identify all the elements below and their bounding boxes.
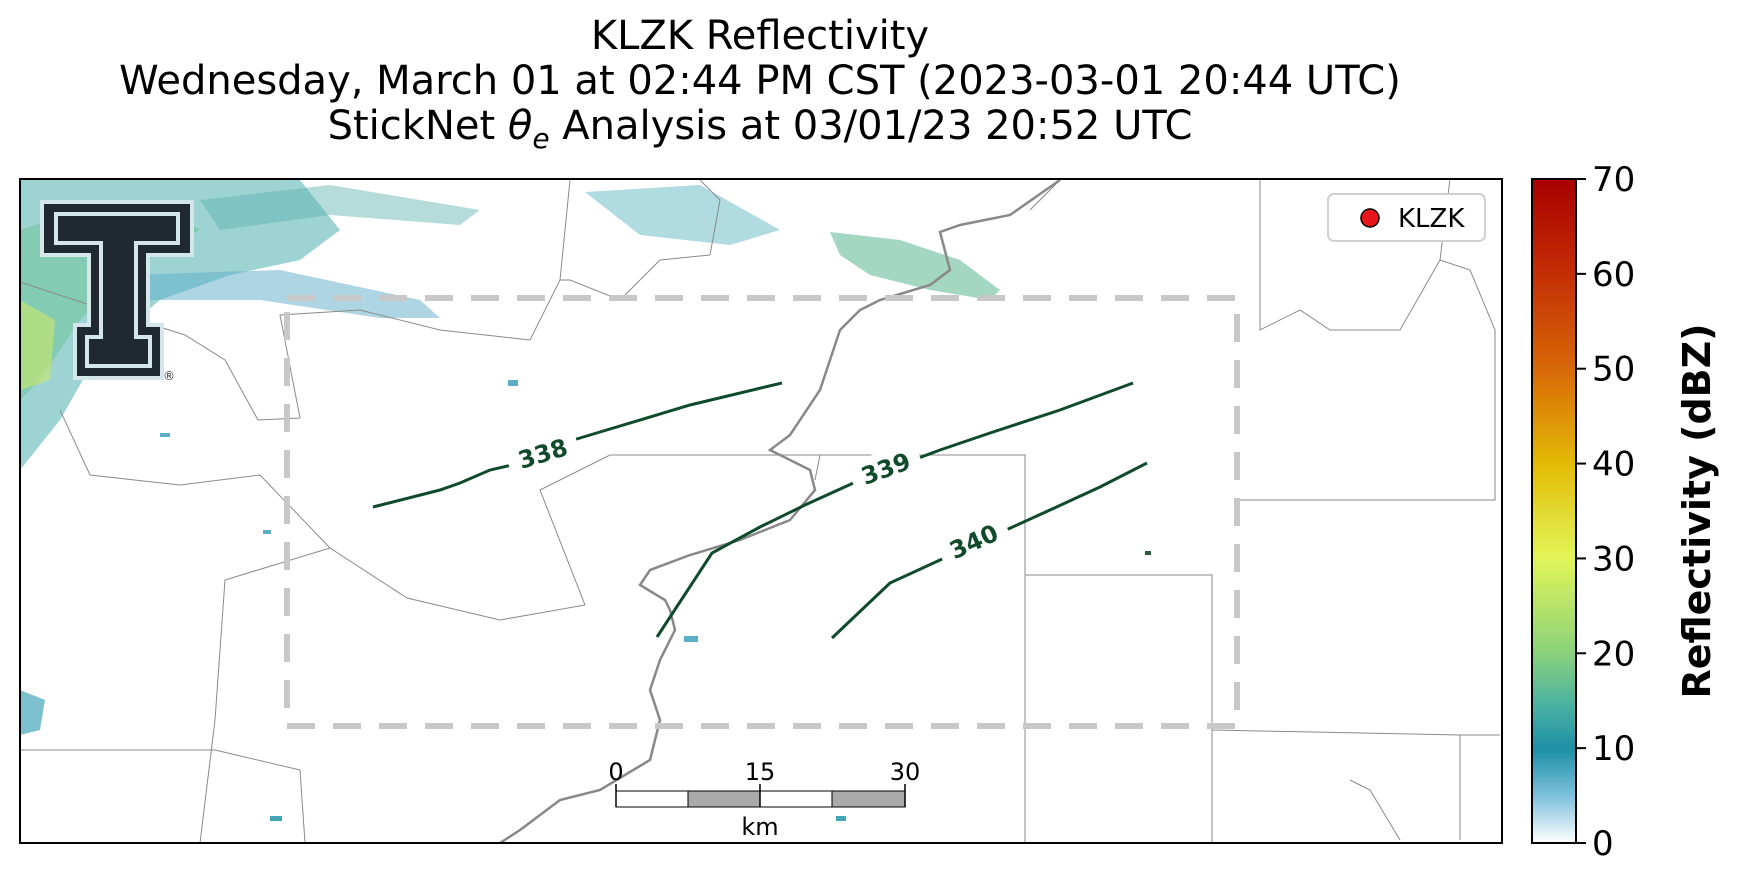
legend-marker-klzk xyxy=(1360,208,1380,228)
echo-streak-upper xyxy=(200,185,480,230)
title-theta: θ xyxy=(507,103,533,149)
map-legend: KLZK xyxy=(1327,193,1486,242)
echo-cluster-north-center xyxy=(585,185,780,245)
scale-seg-white xyxy=(759,790,833,808)
colorbar: 0 10 20 30 40 50 60 70 Reflectivity (dBZ) xyxy=(1531,160,1719,864)
analysis-domain-box xyxy=(284,295,1240,729)
scale-unit: km xyxy=(741,813,778,841)
scale-label-0: 0 xyxy=(608,758,623,786)
title-radar-site: KLZK Reflectivity xyxy=(590,13,930,59)
colorbar-tick-label-30: 30 xyxy=(1592,539,1635,579)
echo-speck xyxy=(684,636,698,642)
echo-band-west-edge xyxy=(20,300,55,390)
contour-label-bg xyxy=(846,439,926,499)
title-analysis: StickNet θe Analysis at 03/01/23 20:52 U… xyxy=(0,104,1520,161)
scale-bar: 0 15 30 km xyxy=(608,758,920,841)
map-title-block: KLZK Reflectivity Wednesday, March 01 at… xyxy=(0,14,1520,161)
echo-speck xyxy=(263,530,271,534)
legend-box xyxy=(1327,193,1486,242)
scale-seg-gray xyxy=(831,790,906,808)
scale-label-30: 30 xyxy=(890,758,921,786)
title-analysis-prefix: StickNet xyxy=(327,103,508,149)
contour-label-bg xyxy=(933,510,1015,574)
colorbar-tick-label-70: 70 xyxy=(1592,160,1635,200)
echo-speck xyxy=(1145,551,1151,555)
echo-speck xyxy=(270,816,282,821)
colorbar-label: Reflectivity (dBZ) xyxy=(1675,323,1719,698)
county-borders xyxy=(20,179,1500,843)
double-t-inner xyxy=(54,212,180,368)
registered-mark: ® xyxy=(163,369,175,383)
echo-speck xyxy=(160,433,170,437)
legend-label-klzk: KLZK xyxy=(1398,204,1465,234)
echo-speck xyxy=(836,816,846,821)
title-theta-subscript: e xyxy=(532,122,550,155)
echo-streak-north xyxy=(130,270,440,318)
contour-label-bg xyxy=(503,426,583,482)
map-panel xyxy=(20,179,1502,843)
double-t-shape xyxy=(40,200,194,380)
echo-cluster-northeast xyxy=(830,232,1000,300)
state-boundary-river xyxy=(499,179,1061,843)
colorbar-tick-label-0: 0 xyxy=(1592,824,1614,864)
scale-label-15: 15 xyxy=(745,758,776,786)
scale-seg-gray xyxy=(687,790,761,808)
colorbar-tick-label-40: 40 xyxy=(1592,445,1635,485)
colorbar-tick-label-60: 60 xyxy=(1592,255,1635,295)
colorbar-tick-label-10: 10 xyxy=(1592,729,1635,769)
echo-cluster-southwest xyxy=(20,690,45,735)
colorbar-ticks: 0 10 20 30 40 50 60 70 xyxy=(1576,160,1635,864)
scale-seg-white xyxy=(615,790,689,808)
map-frame xyxy=(19,178,1503,844)
title-analysis-suffix: Analysis at 03/01/23 20:52 UTC xyxy=(549,103,1193,149)
echo-speck xyxy=(508,380,518,386)
title-datetime: Wednesday, March 01 at 02:44 PM CST (202… xyxy=(119,58,1401,104)
texas-tech-logo: ® xyxy=(40,200,194,383)
colorbar-gradient xyxy=(1531,178,1577,844)
colorbar-tick-label-20: 20 xyxy=(1592,634,1635,674)
colorbar-tick-label-50: 50 xyxy=(1592,350,1635,390)
